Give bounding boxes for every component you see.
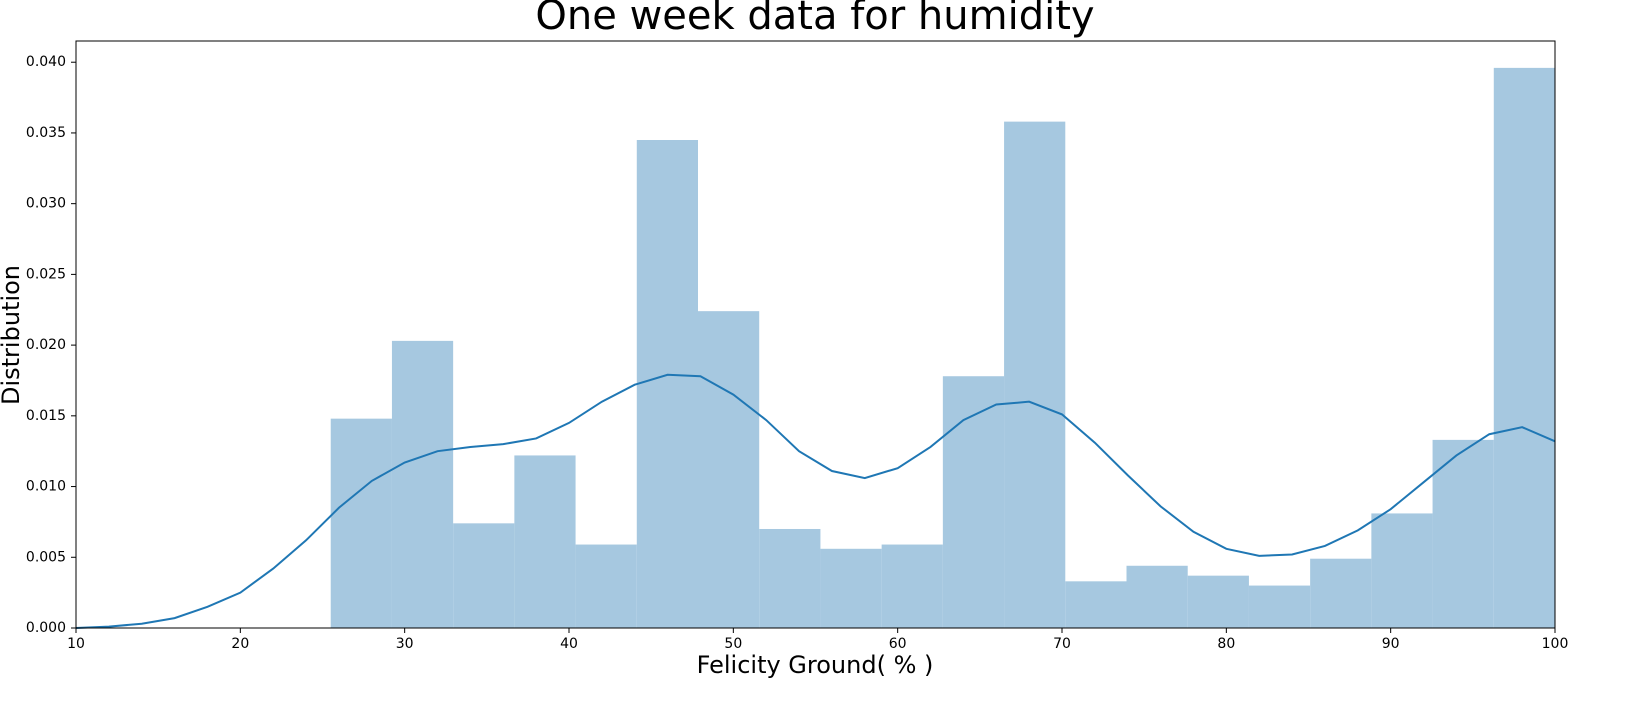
histogram-bar xyxy=(636,140,699,628)
histogram-bar xyxy=(1432,439,1494,628)
histogram-bar xyxy=(575,544,637,628)
y-tick-label: 0.040 xyxy=(26,54,66,70)
histogram-bar xyxy=(1371,513,1433,628)
y-tick-label: 0.010 xyxy=(26,479,66,495)
plot-frame xyxy=(75,40,1556,629)
chart-title: One week data for humidity xyxy=(535,0,1094,39)
histogram-bar xyxy=(698,311,760,628)
y-tick-label: 0.005 xyxy=(26,549,66,565)
histogram-bar xyxy=(1493,67,1555,629)
histogram-bar xyxy=(759,528,821,628)
x-tick-label: 30 xyxy=(396,636,414,652)
histogram-bar xyxy=(820,548,882,628)
x-tick-label: 40 xyxy=(560,636,578,652)
y-tick-label: 0.025 xyxy=(26,266,66,282)
histogram-bar xyxy=(1187,575,1249,628)
x-tick-label: 80 xyxy=(1217,636,1235,652)
y-axis-label: Distribution xyxy=(0,265,25,405)
x-tick-label: 10 xyxy=(67,636,85,652)
x-tick-label: 90 xyxy=(1382,636,1400,652)
x-tick-label: 50 xyxy=(724,636,742,652)
y-tick-label: 0.035 xyxy=(26,125,66,141)
density-line xyxy=(75,373,1556,629)
histogram-bar xyxy=(514,455,576,628)
histogram-bar xyxy=(881,544,943,628)
y-tick-label: 0.030 xyxy=(26,196,66,212)
histogram-bar xyxy=(1126,565,1188,628)
y-tick-label: 0.015 xyxy=(26,408,66,424)
x-tick-label: 70 xyxy=(1053,636,1071,652)
x-axis-label: Felicity Ground( % ) xyxy=(697,651,934,679)
histogram-bar xyxy=(1310,558,1372,628)
x-tick-label: 60 xyxy=(889,636,907,652)
histogram-bar xyxy=(453,523,515,628)
histogram-bar xyxy=(1004,121,1066,629)
y-tick-label: 0.020 xyxy=(26,337,66,353)
histogram-bar xyxy=(1248,585,1311,628)
y-tick-label: 0.000 xyxy=(26,620,66,636)
histogram-bar xyxy=(1065,581,1127,628)
histogram-bar xyxy=(391,340,454,628)
histogram-bar xyxy=(330,418,392,628)
histogram-bar xyxy=(942,376,1005,628)
x-tick-label: 100 xyxy=(1542,636,1569,652)
x-tick-label: 20 xyxy=(231,636,249,652)
